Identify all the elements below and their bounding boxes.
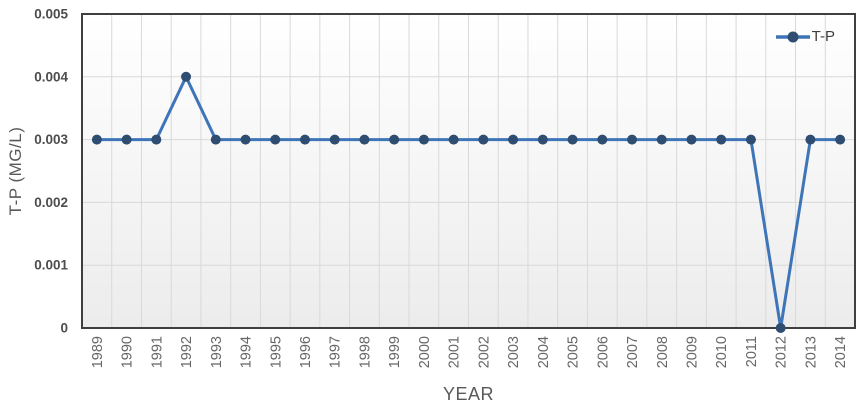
y-tick-label: 0.005	[34, 7, 68, 22]
y-tick-label: 0	[60, 321, 68, 336]
legend: T-P	[775, 28, 835, 45]
data-point	[359, 134, 370, 145]
data-point	[299, 134, 310, 145]
data-point	[151, 134, 162, 145]
data-point	[745, 134, 756, 145]
data-point	[210, 134, 221, 145]
data-point	[508, 134, 519, 145]
x-tick-label: 2004	[536, 336, 552, 368]
x-tick-label: 1992	[179, 336, 195, 368]
x-tick-label: 2009	[684, 336, 700, 368]
y-axis-title: T-P (MG/L)	[6, 126, 25, 216]
x-tick-label: 2013	[803, 336, 819, 368]
x-tick-label: 2010	[714, 336, 730, 368]
data-point	[329, 134, 340, 145]
data-point	[567, 134, 578, 145]
data-point	[656, 134, 667, 145]
x-tick-label: 2006	[595, 336, 611, 368]
data-point	[775, 323, 786, 333]
x-tick-label: 1994	[239, 336, 255, 368]
x-axis-title: YEAR	[442, 384, 495, 404]
data-point	[181, 71, 192, 82]
data-point	[418, 134, 429, 145]
x-tick-label: 1995	[268, 336, 284, 368]
plot-border	[81, 13, 856, 329]
data-point	[240, 134, 251, 145]
x-tick-label: 1990	[120, 336, 136, 368]
y-tick-label: 0.004	[34, 69, 68, 84]
x-tick-label: 1989	[90, 336, 106, 368]
x-tick-label: 1997	[328, 336, 344, 368]
x-tick-label: 2005	[566, 336, 582, 368]
data-point	[716, 134, 727, 145]
x-tick-label: 2014	[833, 336, 849, 368]
legend-line-marker-icon	[775, 31, 810, 42]
data-point	[270, 134, 281, 145]
legend-series-label: T-P	[811, 28, 835, 45]
data-point	[597, 134, 608, 145]
x-tick-label: 1993	[209, 336, 225, 368]
x-tick-label: 2008	[655, 336, 671, 368]
x-tick-label: 1996	[298, 336, 314, 368]
data-point	[686, 134, 697, 145]
y-tick-label: 0.002	[34, 195, 68, 210]
x-tick-label: 2001	[447, 336, 463, 368]
x-tick-label: 2003	[506, 336, 522, 368]
y-tick-label: 0.001	[34, 258, 68, 273]
x-tick-label: 2012	[774, 336, 790, 368]
data-point	[121, 134, 132, 145]
x-tick-label: 2002	[476, 336, 492, 368]
x-tick-label: 1999	[387, 336, 403, 368]
data-point	[91, 134, 102, 145]
data-point	[448, 134, 459, 145]
x-tick-label: 1998	[357, 336, 373, 368]
data-point	[835, 134, 846, 145]
x-tick-label: 2011	[744, 336, 760, 367]
data-point	[389, 134, 400, 145]
data-point	[627, 134, 638, 145]
data-point	[805, 134, 816, 145]
x-tick-label: 1991	[149, 336, 165, 368]
data-point	[537, 134, 548, 145]
y-tick-label: 0.003	[34, 132, 68, 147]
x-tick-label: 2000	[417, 336, 433, 368]
data-point	[478, 134, 489, 145]
x-tick-label: 2007	[625, 336, 641, 368]
